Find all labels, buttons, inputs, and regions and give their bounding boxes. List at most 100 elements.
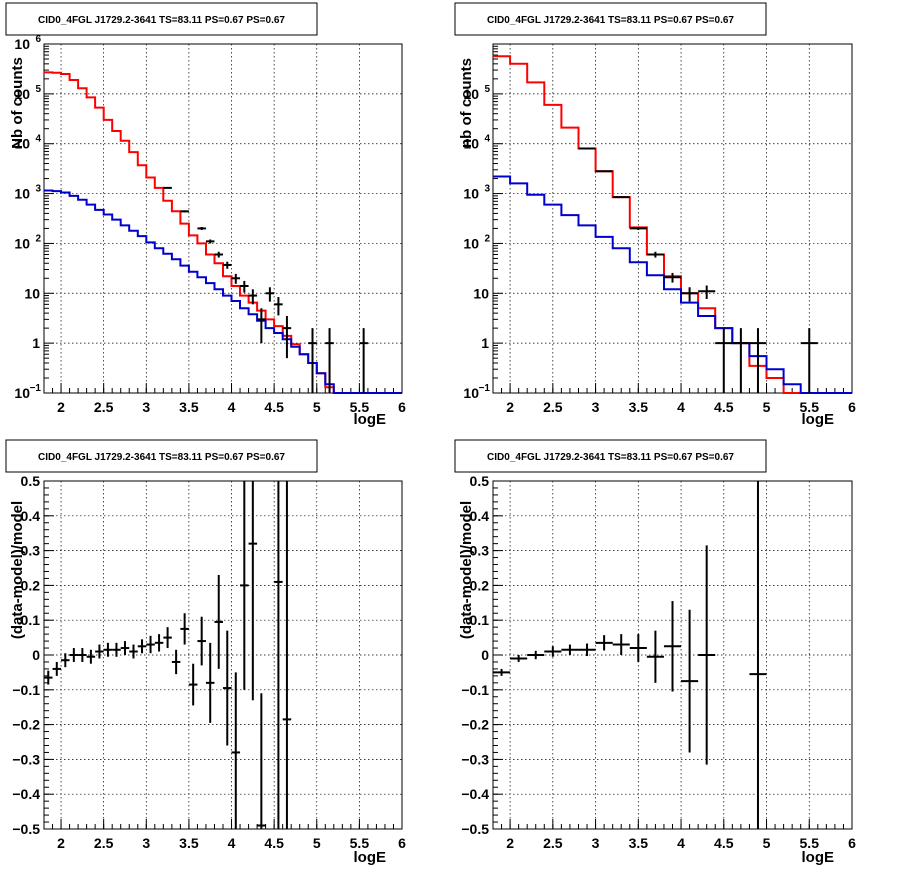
x-tick-label: 4.5 [714, 835, 734, 851]
y-tick-label: −0.3 [461, 751, 489, 767]
data-point [52, 661, 62, 676]
y-tick-label: 10 [14, 86, 30, 102]
x-tick-label: 6 [848, 399, 856, 415]
chart-panel-4: CID0_4FGL J1729.2-3641 TS=83.11 PS=0.67 … [454, 439, 856, 866]
y-tick-label: −0.3 [12, 751, 40, 767]
y-tick-label: 10 [14, 235, 30, 251]
y-tick-exponent: 6 [35, 34, 41, 45]
x-axis-label: logE [354, 849, 387, 866]
data-point [308, 328, 317, 393]
x-tick-label: 5 [763, 399, 771, 415]
x-tick-label: 3.5 [629, 835, 649, 851]
x-tick-label: 4 [677, 835, 685, 851]
data-point [629, 226, 647, 230]
chart-panel-1: CID0_4FGL J1729.2-3641 TS=83.11 PS=0.67 … [5, 2, 406, 428]
y-tick-label: 10 [14, 186, 30, 202]
x-tick-label: 5.5 [350, 835, 370, 851]
data-point [510, 655, 528, 662]
y-tick-label: 10 [473, 285, 489, 301]
model-component-line [44, 189, 402, 394]
y-tick-exponent: 3 [484, 184, 490, 195]
x-tick-label: 5.5 [800, 835, 820, 851]
x-tick-label: 3 [592, 399, 600, 415]
x-tick-label: 5.5 [800, 399, 820, 415]
data-point [163, 186, 172, 189]
data-point [663, 272, 682, 283]
data-point [180, 613, 189, 645]
y-tick-label: 0 [481, 647, 489, 663]
data-point [248, 289, 258, 305]
x-tick-label: 2.5 [94, 835, 114, 851]
data-point [282, 316, 292, 359]
title-box [454, 2, 767, 36]
y-tick-label: 10 [24, 285, 40, 301]
x-tick-label: 2 [506, 399, 514, 415]
y-tick-label: 10 [14, 36, 30, 52]
title-box [5, 439, 318, 473]
data-point [240, 481, 249, 690]
y-tick-exponent: 4 [484, 134, 490, 145]
plot-frame [43, 43, 403, 394]
data-point [137, 639, 147, 654]
data-point [171, 649, 181, 675]
data-point [732, 328, 750, 393]
y-tick-label: 0.4 [470, 508, 490, 524]
data-point [197, 616, 206, 666]
y-tick-label: 0.5 [470, 473, 490, 489]
data-point [205, 239, 215, 244]
data-point [561, 644, 579, 655]
y-tick-label: −0.2 [461, 717, 489, 733]
x-tick-label: 4 [677, 399, 685, 415]
data-point [223, 261, 232, 269]
y-tick-label: −0.4 [12, 786, 40, 802]
y-axis-label: nb of counts [458, 58, 475, 148]
x-tick-label: 2.5 [543, 399, 563, 415]
x-tick-label: 6 [398, 399, 406, 415]
data-point [663, 601, 682, 692]
y-tick-label: 10 [463, 235, 479, 251]
x-tick-label: 5 [313, 399, 321, 415]
x-tick-label: 2.5 [94, 399, 114, 415]
x-tick-label: 2 [506, 835, 514, 851]
data-point [257, 693, 266, 829]
y-tick-exponent: −1 [30, 383, 42, 394]
data-point [223, 630, 232, 746]
y-tick-label: 1 [481, 335, 489, 351]
title-box [5, 2, 318, 36]
y-tick-label: 0 [32, 647, 40, 663]
chart-panel-3: CID0_4FGL J1729.2-3641 TS=83.11 PS=0.67 … [5, 439, 406, 866]
y-tick-label: −0.5 [461, 821, 489, 837]
data-point [282, 481, 292, 829]
data-point [274, 481, 283, 829]
x-tick-label: 4.5 [714, 399, 734, 415]
y-tick-label: −0.4 [461, 786, 489, 802]
data-point [180, 210, 189, 213]
y-tick-label: 0.3 [21, 543, 41, 559]
y-tick-label: −0.5 [12, 821, 40, 837]
data-point [214, 251, 223, 258]
chart-title: CID0_4FGL J1729.2-3641 TS=83.11 PS=0.67 … [38, 452, 285, 463]
data-point [205, 642, 215, 723]
y-tick-label: 10 [463, 136, 479, 152]
y-tick-label: 1 [32, 335, 40, 351]
data-point [265, 287, 275, 302]
y-tick-label: 0.5 [21, 473, 41, 489]
data-point [544, 646, 562, 657]
chart-title: CID0_4FGL J1729.2-3641 TS=83.11 PS=0.67 … [38, 15, 285, 26]
data-point [749, 481, 767, 829]
data-point [715, 328, 733, 393]
data-point [595, 635, 613, 651]
data-point [78, 648, 87, 662]
chart-title: CID0_4FGL J1729.2-3641 TS=83.11 PS=0.67 … [487, 452, 734, 463]
data-point [493, 668, 511, 676]
y-tick-label: 10 [14, 385, 30, 401]
x-tick-label: 4 [228, 399, 236, 415]
y-tick-label: 0.2 [470, 577, 490, 593]
data-point [103, 642, 113, 657]
x-tick-label: 4.5 [264, 835, 284, 851]
data-point [681, 287, 699, 302]
x-tick-label: 3.5 [179, 399, 199, 415]
data-point [612, 196, 630, 199]
y-tick-label: 0.1 [470, 612, 490, 628]
